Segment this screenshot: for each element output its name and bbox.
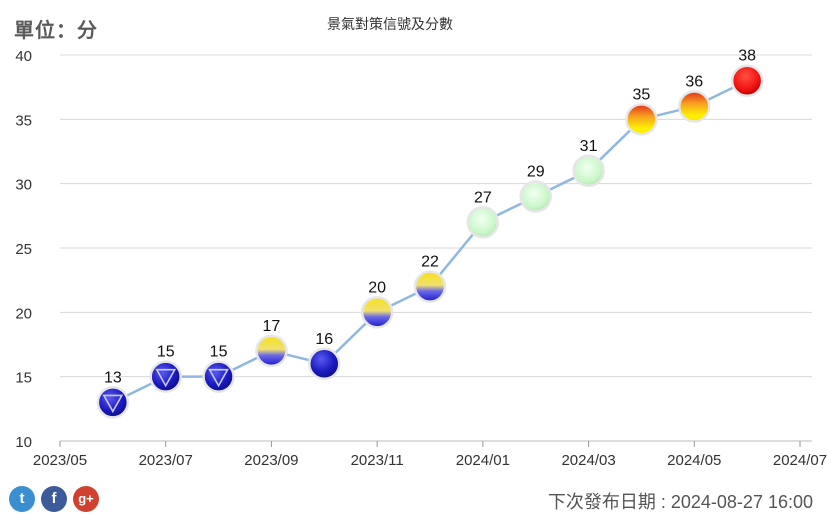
twitter-icon[interactable]: t — [9, 486, 35, 512]
data-label: 38 — [738, 48, 756, 65]
data-point-marker[interactable] — [466, 206, 500, 239]
data-label: 36 — [685, 73, 703, 90]
data-label: 22 — [421, 254, 439, 271]
facebook-icon[interactable]: f — [41, 486, 67, 512]
data-label: 31 — [580, 138, 598, 155]
data-point-marker[interactable] — [308, 347, 341, 381]
data-point-marker[interactable] — [413, 270, 447, 303]
x-tick-label: 2023/09 — [244, 452, 298, 469]
unit-label: 單位：分 — [14, 20, 98, 42]
y-tick-label: 30 — [15, 177, 32, 194]
data-label: 35 — [633, 86, 651, 103]
x-tick-label: 2023/11 — [351, 452, 404, 469]
x-tick-label: 2023/05 — [33, 452, 87, 469]
down-triangle-icon — [155, 368, 177, 388]
x-tick-label: 2024/03 — [561, 452, 615, 469]
y-tick-label: 25 — [15, 241, 32, 258]
data-point-marker[interactable] — [625, 103, 658, 136]
x-tick-label: 2024/07 — [773, 452, 827, 469]
down-triangle-icon — [102, 394, 124, 414]
down-triangle-icon — [208, 368, 229, 388]
y-tick-label: 15 — [15, 370, 32, 387]
next-release-date: 下次發布日期 : 2024-08-27 16:00 — [547, 492, 813, 512]
x-tick-label: 2024/05 — [667, 452, 721, 469]
data-point-marker[interactable] — [519, 180, 552, 213]
y-tick-label: 35 — [15, 112, 32, 129]
data-point-marker[interactable] — [255, 334, 288, 368]
y-tick-label: 20 — [15, 305, 32, 322]
chart-title: 景氣對策信號及分數 — [327, 16, 453, 32]
data-point-marker[interactable] — [678, 90, 711, 123]
data-point-marker[interactable] — [730, 64, 764, 97]
data-label: 15 — [157, 344, 175, 361]
data-point-marker[interactable] — [572, 154, 605, 188]
data-label: 16 — [315, 331, 333, 348]
data-label: 20 — [368, 279, 386, 296]
x-tick-label: 2023/07 — [139, 452, 193, 469]
data-label: 15 — [210, 344, 228, 361]
google-plus-icon[interactable]: g+ — [73, 486, 99, 512]
y-tick-label: 10 — [15, 434, 32, 451]
x-tick-label: 2024/01 — [456, 452, 510, 469]
y-tick-label: 40 — [15, 48, 32, 65]
data-point-marker[interactable] — [360, 296, 394, 329]
data-label: 27 — [474, 189, 492, 206]
data-label: 17 — [263, 318, 281, 335]
signal-score-chart: 10 15 20 25 30 35 40 2023/05 2023/07 2023/09 2023/… — [15, 48, 827, 469]
data-label: 29 — [527, 164, 545, 181]
data-label: 13 — [104, 369, 122, 386]
